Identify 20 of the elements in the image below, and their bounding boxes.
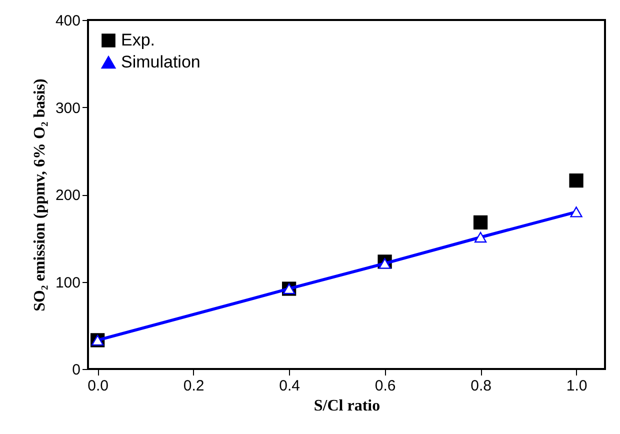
x-tick-label: 0.6 xyxy=(374,378,396,394)
y-tick-label: 0 xyxy=(72,362,80,378)
y-tick-label: 200 xyxy=(55,187,80,204)
x-tick-label: 1.0 xyxy=(566,378,588,394)
y-tick-label: 400 xyxy=(55,12,80,30)
x-axis-title: S/Cl ratio xyxy=(314,398,380,414)
x-tick-label: 0.0 xyxy=(88,378,109,394)
y-axis-title: SO₂ emission (ppmv, 6% O₂ basis) xyxy=(31,78,48,312)
legend-label: Simulation xyxy=(121,52,200,72)
point xyxy=(473,215,488,230)
x-tick-label: 0.2 xyxy=(183,378,204,394)
legend-label: Exp. xyxy=(121,30,156,50)
x-tick-label: 0.8 xyxy=(470,378,492,394)
point xyxy=(474,232,487,243)
y-tick-label: 300 xyxy=(55,100,80,117)
point xyxy=(570,206,582,218)
y-tick-label: 100 xyxy=(55,274,80,292)
point xyxy=(378,258,391,269)
x-tick-label: 0.4 xyxy=(279,378,300,394)
point xyxy=(569,173,584,188)
